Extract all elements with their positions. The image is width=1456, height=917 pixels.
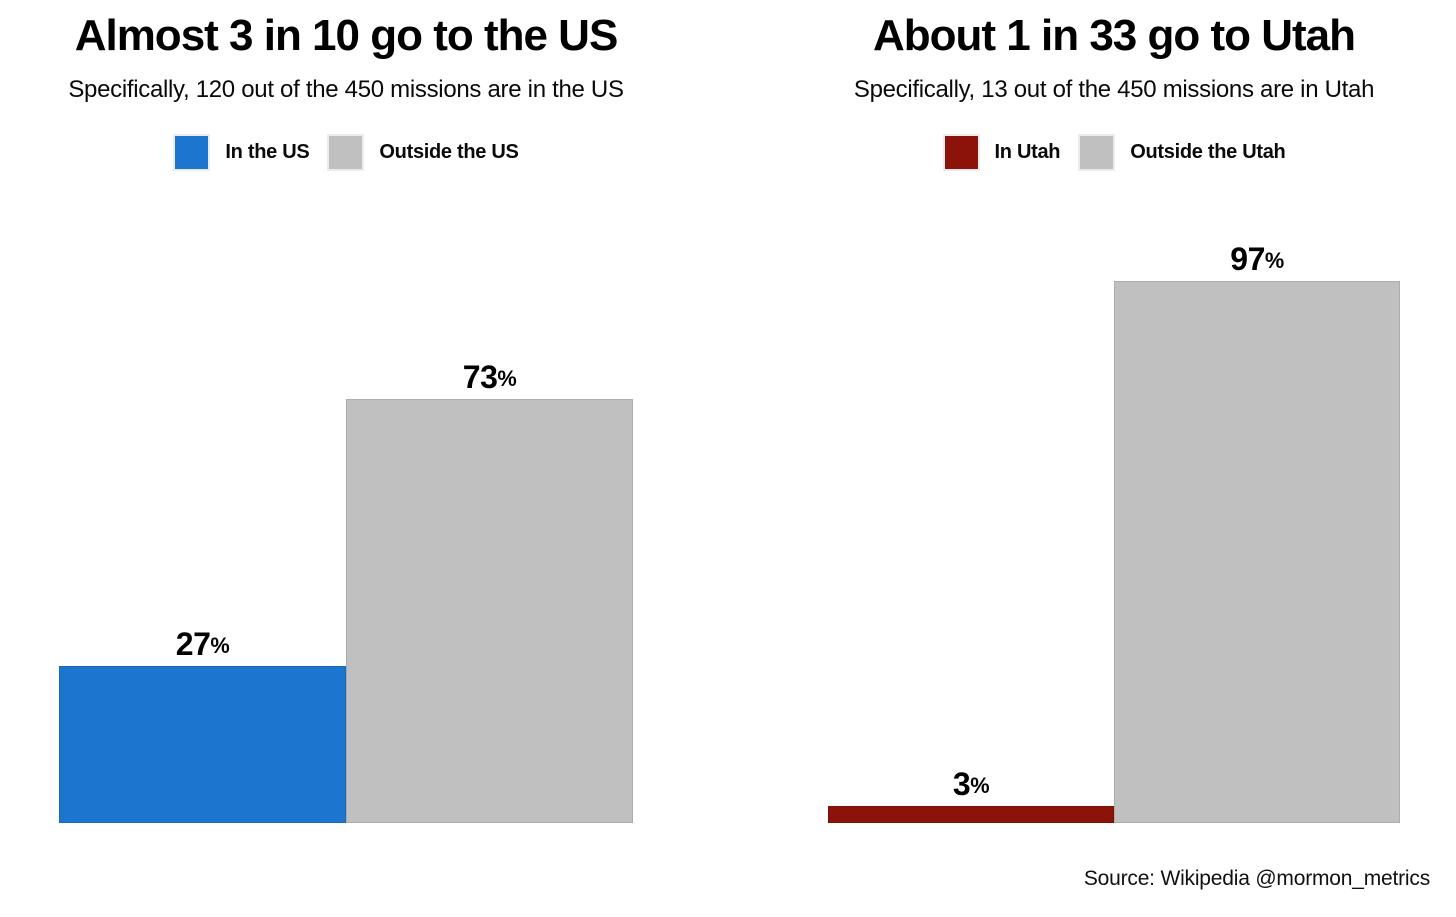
bar-column-in-utah: 3% <box>828 242 1114 823</box>
chart-subtitle: Specifically, 13 out of the 450 missions… <box>853 76 1375 103</box>
legend-swatch-gray <box>1078 134 1116 171</box>
legend-label: In Utah <box>994 141 1061 163</box>
chart-title: Almost 3 in 10 go to the US <box>74 11 619 60</box>
legend-label: In the US <box>225 141 310 163</box>
chart-title: About 1 in 33 go to Utah <box>873 11 1356 60</box>
legend-item-outside-the-utah: Outside the Utah <box>1078 134 1286 171</box>
bar-outside-the-utah <box>1114 280 1400 823</box>
legend-swatch-blue <box>173 134 211 171</box>
bar-in-the-us <box>59 666 346 823</box>
bar-value-label: 27% <box>175 626 230 663</box>
legend: In the US Outside the US <box>59 134 633 171</box>
bar-value-label: 3% <box>952 765 990 802</box>
bar-value-label: 97% <box>1230 241 1284 277</box>
plot-area: 3% 97% <box>828 242 1400 823</box>
legend-swatch-red <box>942 134 980 171</box>
bar-outside-the-us <box>346 398 633 823</box>
bar-column-in-the-us: 27% <box>59 242 346 823</box>
legend-swatch-gray <box>327 134 365 171</box>
legend: In Utah Outside the Utah <box>828 134 1400 171</box>
chart-panel-utah: About 1 in 33 go to Utah Specifically, 1… <box>828 0 1400 823</box>
chart-subtitle: Specifically, 120 out of the 450 mission… <box>68 76 624 103</box>
plot-area: 27% 73% <box>59 242 633 823</box>
chart-panel-us: Almost 3 in 10 go to the US Specifically… <box>59 0 633 823</box>
legend-label: Outside the Utah <box>1130 141 1286 163</box>
legend-item-outside-the-us: Outside the US <box>327 134 519 171</box>
source-attribution: Source: Wikipedia @mormon_metrics <box>1083 867 1430 890</box>
legend-item-in-the-us: In the US <box>173 134 310 171</box>
legend-item-in-utah: In Utah <box>942 134 1061 171</box>
bar-in-utah <box>828 805 1114 823</box>
bar-column-outside-the-utah: 97% <box>1114 242 1400 823</box>
bar-column-outside-the-us: 73% <box>346 242 633 823</box>
legend-label: Outside the US <box>379 141 519 163</box>
bar-value-label: 73% <box>462 359 517 396</box>
